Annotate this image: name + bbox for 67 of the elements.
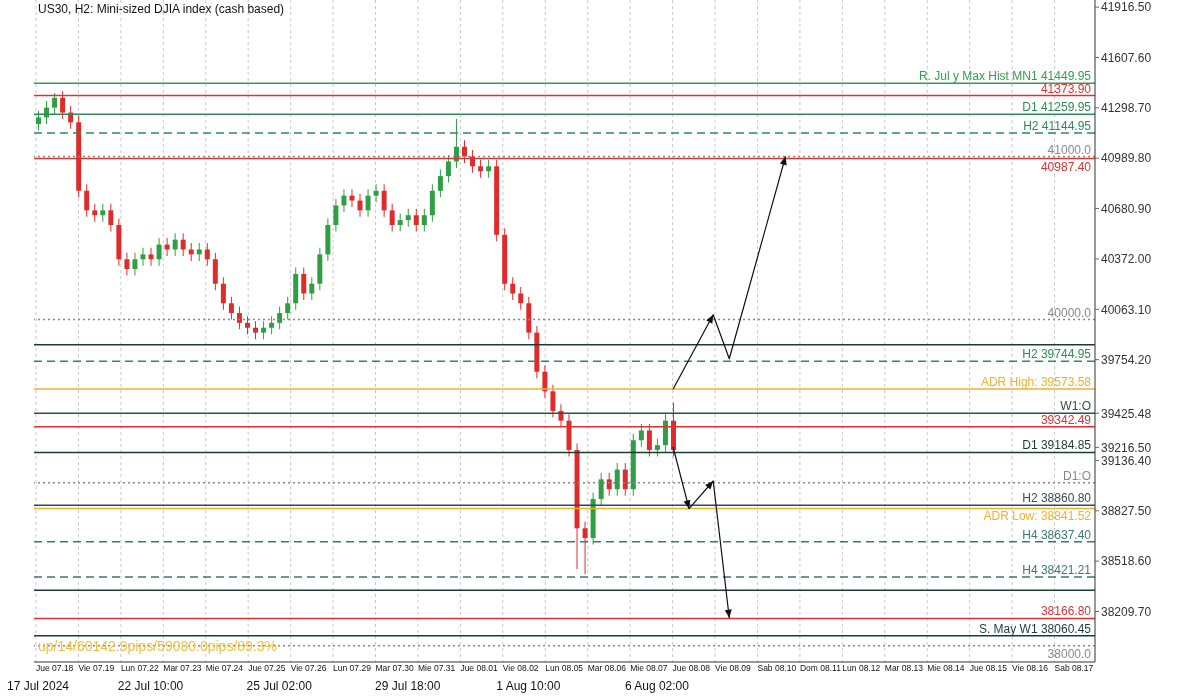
text: Jue 08.15 (969, 663, 1008, 673)
text: Mie 08.14 (927, 663, 965, 673)
y-tick-label: 40989.80 (1101, 151, 1152, 166)
ref-line-label: 40987.40 (1040, 159, 1092, 174)
text: Vie 08.16 (1012, 663, 1048, 673)
ref-line-label: 41373.90 (1040, 81, 1092, 96)
text: Jue 08.01 (460, 663, 498, 673)
ref-line-label: H2 38860.80 (1022, 491, 1092, 506)
text: Vie 08.02 (502, 663, 539, 673)
y-tick-label: 41916.50 (1101, 0, 1152, 15)
ref-line-label: 38000.0 (1047, 646, 1092, 661)
y-tick-label: 39425.48 (1101, 406, 1152, 421)
y-tick-label: 40372.00 (1101, 252, 1152, 267)
ref-line-label: ADR Low: 38841.52 (983, 509, 1092, 524)
text: Vie 07.26 (290, 663, 327, 673)
y-tick-label: 38209.70 (1101, 604, 1152, 619)
ref-line-label: D1 41259.95 (1022, 100, 1092, 115)
x-tick-label: 22 Jul 10:00 (117, 679, 184, 693)
ref-line-label: 40000.0 (1047, 305, 1092, 320)
text: Mie 07.24 (205, 663, 244, 673)
x-tick-label: 25 Jul 02:00 (246, 679, 313, 693)
ref-line-label: 41000.0 (1047, 142, 1092, 157)
ref-line-label: 38166.80 (1040, 604, 1092, 619)
x-tick-label: 29 Jul 18:00 (375, 679, 441, 693)
text: Sab 08.17 (1054, 663, 1094, 673)
ref-line-label: H2 41144.95 (1023, 118, 1092, 133)
text: Mar 07.30 (375, 663, 414, 673)
x-tick-label: 17 Jul 2024 (6, 679, 70, 693)
y-tick-label: 41298.70 (1101, 101, 1152, 116)
text: Lun 07.22 (120, 663, 159, 673)
ref-line-label: H4 38421.21 (1022, 563, 1092, 578)
ref-line-label: H4 38637.40 (1022, 527, 1092, 542)
text: Vie 07.19 (78, 663, 115, 673)
ref-line-label: 39342.49 (1040, 412, 1092, 427)
text: Mar 08.06 (587, 663, 626, 673)
text: Dom 08.11 (799, 663, 841, 673)
annotation: up/14/60142.9pips/59080.0pips/89.3% (38, 638, 277, 654)
text: Jue 08.08 (672, 663, 710, 673)
y-tick-label: 38518.60 (1101, 554, 1152, 569)
text: Mar 07.23 (163, 663, 202, 673)
x-tick-label: 1 Aug 10:00 (496, 679, 561, 693)
y-tick-label: 41607.60 (1101, 50, 1152, 65)
y-tick-label: 38827.50 (1101, 504, 1152, 519)
text: Mie 08.07 (630, 663, 668, 673)
ref-line-label: W1:O (1060, 399, 1091, 414)
chart-title: US30, H2: Mini-sized DJIA index (cash based) (38, 2, 285, 16)
ref-line-label: S. May W1 38060.45 (978, 621, 1092, 636)
ref-line-label: H2 39744.95 (1022, 347, 1092, 362)
text: Lun 07.29 (333, 663, 371, 673)
ref-line-label: D1:O (1062, 468, 1091, 483)
text: Sab 08.10 (757, 663, 797, 673)
text: Lun 08.12 (842, 663, 881, 673)
y-tick-label: 39754.20 (1101, 352, 1152, 367)
y-tick-label: 40680.90 (1101, 201, 1152, 216)
y-tick-label: 39136.40 (1101, 453, 1152, 468)
x-tick-label: 6 Aug 02:00 (624, 679, 690, 693)
text: Jue 07.25 (248, 663, 286, 673)
y-tick-label: 40063.10 (1101, 302, 1152, 317)
text: Jue 07.18 (36, 663, 74, 673)
ref-line-label: R. Jul y Max Hist MN1 41449.95 (918, 69, 1092, 84)
ref-line-label: ADR High: 39573.58 (980, 375, 1092, 390)
text: Mie 07.31 (417, 663, 456, 673)
text: Vie 08.09 (715, 663, 751, 673)
ref-line-label: D1 39184.85 (1022, 438, 1092, 453)
text: Mar 08.13 (884, 663, 924, 673)
y-tick-label: 39216.50 (1101, 440, 1152, 455)
text: Lun 08.05 (545, 663, 584, 673)
